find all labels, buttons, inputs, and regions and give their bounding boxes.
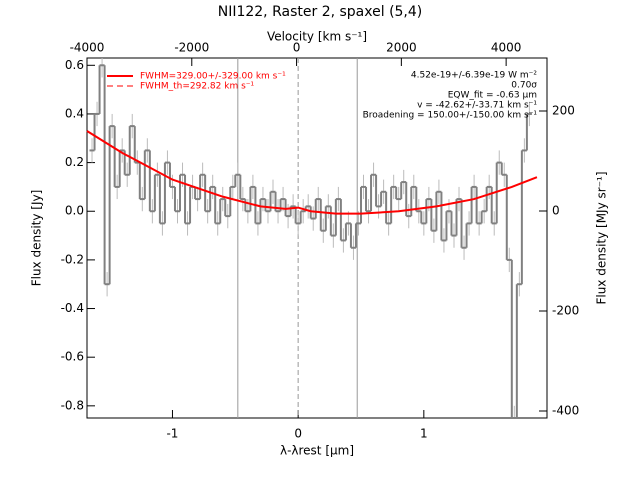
x2-tick-label: -4000	[70, 41, 105, 55]
annotation: v = -42.62+/-33.71 km s⁻¹	[417, 101, 537, 111]
y2-axis-label: Flux density [MJy sr⁻¹]	[595, 171, 609, 304]
annotation: Broadening = 150.00+/-150.00 km s⁻¹	[363, 111, 538, 121]
x-tick-label: 0	[294, 427, 302, 441]
annotation: 4.52e-19+/-6.39e-19 W m⁻²	[411, 71, 538, 81]
annotation: 0.70σ	[511, 81, 537, 91]
y-tick-label: -0.6	[61, 350, 84, 364]
y2-tick-label: -400	[552, 404, 579, 418]
y-tick-label: -0.8	[61, 398, 84, 412]
y-tick-label: 0.2	[65, 155, 84, 169]
x-axis-label: λ-λrest [μm]	[280, 444, 354, 458]
y2-tick-label: -200	[552, 304, 579, 318]
y-axis-label: Flux density [Jy]	[30, 190, 44, 287]
legend-label: FWHM=329.00+/-329.00 km s⁻¹	[140, 72, 286, 82]
chart-title: NII122, Raster 2, spaxel (5,4)	[218, 4, 423, 20]
x2-axis-label: Velocity [km s⁻¹]	[267, 30, 367, 44]
x2-tick-label: 2000	[386, 41, 417, 55]
y2-tick-label: 0	[552, 204, 560, 218]
legend-label: FWHM_th=292.82 km s⁻¹	[140, 82, 255, 92]
y-tick-label: -0.4	[61, 301, 84, 315]
y2-tick-label: 200	[552, 104, 575, 118]
y-tick-label: 0.0	[65, 204, 84, 218]
y-tick-label: -0.2	[61, 252, 84, 266]
x-tick-label: -1	[166, 427, 178, 441]
plot-frame	[86, 57, 548, 419]
x-tick-label: 1	[420, 427, 428, 441]
y-tick-label: 0.4	[65, 106, 84, 120]
x2-tick-label: 4000	[491, 41, 522, 55]
annotation: EQW_fit = -0.63 μm	[448, 91, 537, 101]
x2-tick-label: 0	[293, 41, 301, 55]
x2-tick-label: -2000	[174, 41, 209, 55]
y-tick-label: 0.6	[65, 58, 84, 72]
fit-line	[86, 130, 538, 215]
